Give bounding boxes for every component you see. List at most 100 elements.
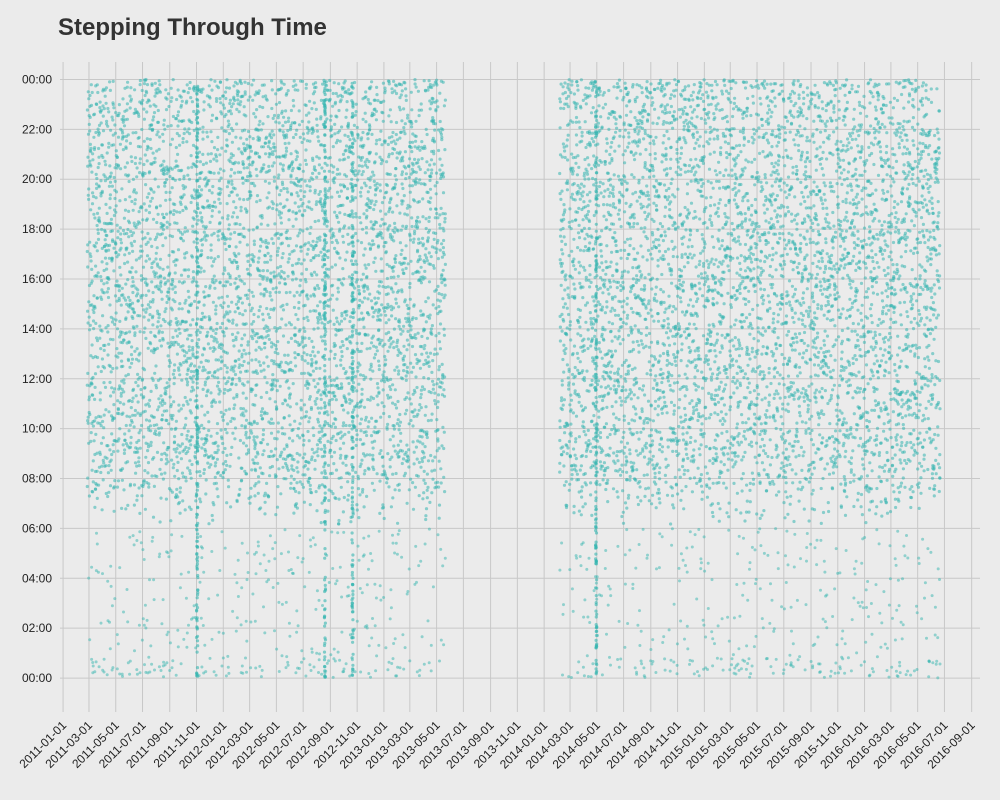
- data-point: [374, 152, 378, 156]
- data-point: [310, 357, 314, 362]
- data-point: [386, 142, 390, 147]
- data-point: [204, 453, 208, 457]
- data-point: [93, 670, 97, 674]
- data-point: [362, 212, 366, 216]
- data-point: [107, 464, 111, 468]
- data-point: [308, 663, 312, 667]
- data-point: [319, 115, 323, 119]
- data-point: [381, 81, 385, 85]
- data-point: [381, 285, 385, 289]
- data-point: [297, 306, 301, 310]
- data-point: [292, 79, 296, 83]
- data-point: [298, 209, 302, 213]
- data-point: [248, 95, 252, 99]
- data-point: [183, 354, 187, 358]
- data-point: [406, 371, 410, 375]
- data-point: [107, 410, 111, 414]
- data-point: [202, 303, 206, 307]
- data-point: [282, 115, 286, 119]
- data-point: [334, 91, 338, 96]
- data-point: [261, 166, 265, 170]
- data-point: [147, 485, 151, 489]
- data-point: [410, 122, 414, 126]
- data-point: [359, 221, 363, 225]
- data-point: [210, 209, 214, 213]
- data-point: [222, 301, 226, 305]
- data-point: [89, 146, 93, 150]
- data-point: [141, 98, 145, 102]
- data-point: [177, 477, 181, 481]
- data-point: [121, 120, 125, 124]
- data-point: [257, 480, 261, 484]
- data-point: [377, 390, 381, 394]
- data-point: [301, 485, 305, 489]
- data-point: [382, 196, 386, 200]
- data-point: [343, 133, 347, 137]
- data-point: [136, 112, 141, 116]
- data-point: [405, 365, 409, 369]
- data-point: [347, 594, 351, 598]
- data-point: [367, 313, 371, 317]
- data-point: [263, 179, 267, 183]
- data-point: [121, 148, 125, 152]
- data-point: [316, 454, 320, 458]
- data-point: [326, 509, 330, 513]
- data-point: [345, 309, 349, 313]
- data-point: [125, 246, 129, 250]
- data-point: [389, 606, 393, 610]
- data-point: [240, 586, 244, 590]
- data-point: [163, 168, 167, 172]
- data-point: [230, 105, 234, 109]
- data-point: [114, 204, 118, 208]
- data-point: [400, 173, 404, 177]
- data-point: [128, 482, 133, 486]
- data-point: [118, 199, 122, 203]
- data-point: [185, 140, 189, 144]
- data-point: [252, 239, 256, 243]
- data-point: [210, 119, 214, 123]
- data-point: [276, 113, 281, 117]
- data-point: [347, 226, 351, 230]
- data-point: [419, 309, 423, 313]
- data-point: [417, 145, 421, 149]
- data-point: [411, 316, 415, 320]
- data-point: [298, 284, 302, 288]
- data-point: [420, 140, 424, 144]
- data-point: [154, 251, 158, 255]
- data-point: [167, 364, 171, 368]
- data-point: [355, 389, 359, 393]
- data-point: [386, 393, 390, 397]
- data-point: [100, 297, 104, 301]
- data-point: [338, 129, 342, 133]
- data-point: [379, 257, 383, 261]
- data-point: [327, 249, 331, 253]
- data-point: [213, 347, 217, 351]
- data-point: [110, 386, 114, 390]
- data-point: [418, 366, 422, 370]
- data-point: [406, 312, 410, 316]
- data-point: [162, 159, 166, 163]
- data-point: [165, 178, 169, 182]
- data-point: [376, 296, 380, 300]
- data-point: [95, 336, 99, 340]
- data-point: [379, 224, 383, 228]
- data-point: [157, 426, 161, 430]
- data-point: [259, 675, 263, 679]
- data-point: [106, 579, 110, 583]
- data-point: [227, 376, 231, 380]
- data-point: [362, 289, 366, 293]
- data-point: [161, 139, 165, 143]
- data-point: [347, 430, 351, 434]
- data-point: [277, 290, 281, 294]
- data-point: [207, 428, 211, 433]
- data-point: [315, 273, 319, 277]
- data-point: [144, 208, 148, 212]
- data-point: [316, 447, 320, 451]
- data-point: [251, 388, 255, 392]
- data-point: [179, 457, 183, 461]
- data-point: [111, 79, 115, 83]
- data-point: [151, 127, 155, 131]
- data-point: [122, 296, 126, 300]
- data-point: [159, 324, 163, 328]
- data-point: [323, 339, 327, 343]
